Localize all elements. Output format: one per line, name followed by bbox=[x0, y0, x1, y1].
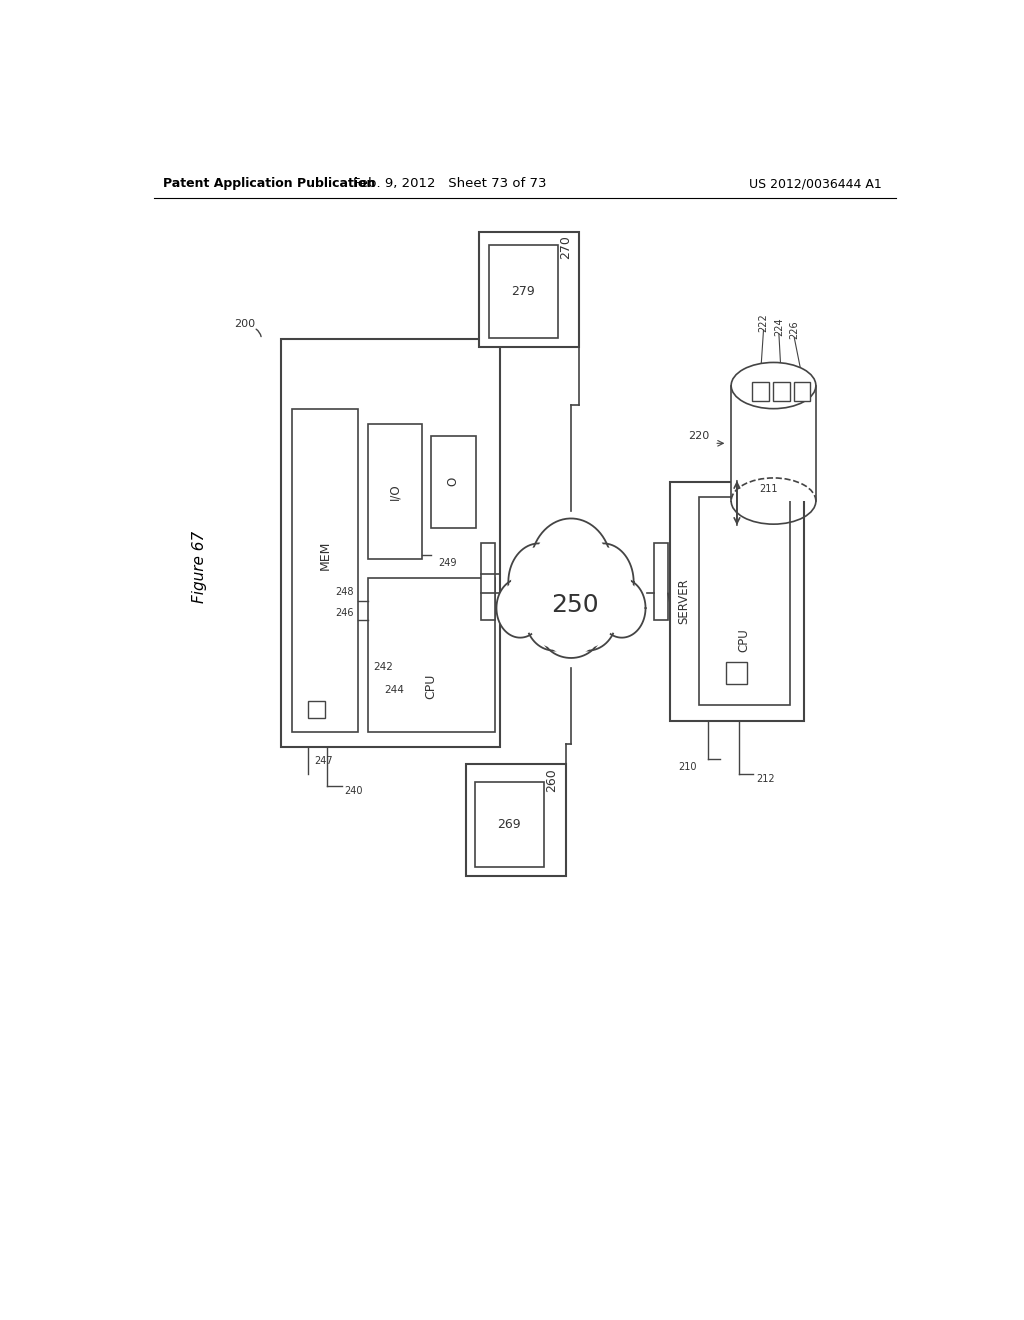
Text: 224: 224 bbox=[774, 317, 784, 335]
Text: 260: 260 bbox=[545, 768, 558, 792]
Text: 279: 279 bbox=[511, 285, 536, 298]
Text: 270: 270 bbox=[559, 235, 572, 259]
Bar bbox=[670, 482, 804, 721]
Text: 247: 247 bbox=[313, 755, 333, 766]
Bar bbox=[292, 409, 357, 733]
Text: SERVER: SERVER bbox=[677, 578, 690, 624]
Text: 211: 211 bbox=[760, 484, 778, 495]
Text: 269: 269 bbox=[498, 818, 521, 832]
Text: 212: 212 bbox=[756, 774, 774, 784]
Text: O: O bbox=[446, 477, 460, 487]
Text: 226: 226 bbox=[790, 321, 800, 339]
Text: Figure 67: Figure 67 bbox=[193, 531, 207, 603]
Bar bbox=[281, 339, 500, 747]
Text: 249: 249 bbox=[438, 557, 457, 568]
Text: 248: 248 bbox=[336, 587, 354, 597]
Bar bbox=[368, 424, 422, 558]
Text: 210: 210 bbox=[678, 762, 696, 772]
Ellipse shape bbox=[508, 544, 569, 620]
Bar bbox=[773, 383, 790, 401]
Bar bbox=[488, 246, 558, 338]
Text: 242: 242 bbox=[373, 661, 393, 672]
Ellipse shape bbox=[534, 523, 608, 610]
Bar bbox=[368, 578, 495, 733]
Text: CPU: CPU bbox=[425, 673, 437, 698]
Bar bbox=[726, 663, 748, 684]
Ellipse shape bbox=[497, 578, 544, 638]
Text: 250: 250 bbox=[551, 593, 599, 616]
Bar bbox=[479, 231, 580, 347]
Text: US 2012/0036444 A1: US 2012/0036444 A1 bbox=[750, 177, 883, 190]
Ellipse shape bbox=[559, 583, 616, 651]
Text: 200: 200 bbox=[233, 319, 255, 329]
Ellipse shape bbox=[562, 587, 614, 648]
Ellipse shape bbox=[598, 578, 645, 638]
Bar bbox=[481, 544, 495, 620]
Ellipse shape bbox=[572, 544, 634, 620]
Ellipse shape bbox=[544, 605, 599, 656]
Bar bbox=[654, 544, 668, 620]
Text: 244: 244 bbox=[385, 685, 404, 694]
Bar bbox=[307, 701, 325, 718]
Text: I/O: I/O bbox=[388, 483, 401, 500]
Text: Feb. 9, 2012   Sheet 73 of 73: Feb. 9, 2012 Sheet 73 of 73 bbox=[353, 177, 547, 190]
Ellipse shape bbox=[511, 546, 566, 618]
Bar bbox=[731, 385, 816, 502]
Bar bbox=[431, 436, 475, 528]
Ellipse shape bbox=[527, 587, 581, 648]
Text: MEM: MEM bbox=[318, 540, 332, 570]
Ellipse shape bbox=[541, 602, 601, 657]
Bar bbox=[698, 498, 790, 705]
Bar bbox=[752, 383, 769, 401]
Bar bbox=[475, 781, 544, 867]
Text: CPU: CPU bbox=[737, 628, 751, 652]
Bar bbox=[794, 383, 810, 401]
Bar bbox=[466, 764, 565, 876]
Ellipse shape bbox=[575, 546, 631, 618]
Ellipse shape bbox=[525, 583, 583, 651]
Ellipse shape bbox=[499, 581, 542, 635]
Text: 222: 222 bbox=[759, 313, 768, 331]
Text: 240: 240 bbox=[345, 787, 364, 796]
Text: Patent Application Publication: Patent Application Publication bbox=[163, 177, 375, 190]
Text: 246: 246 bbox=[336, 607, 354, 618]
Ellipse shape bbox=[530, 519, 611, 615]
Ellipse shape bbox=[731, 363, 816, 409]
Ellipse shape bbox=[600, 581, 643, 635]
Text: 220: 220 bbox=[688, 430, 710, 441]
